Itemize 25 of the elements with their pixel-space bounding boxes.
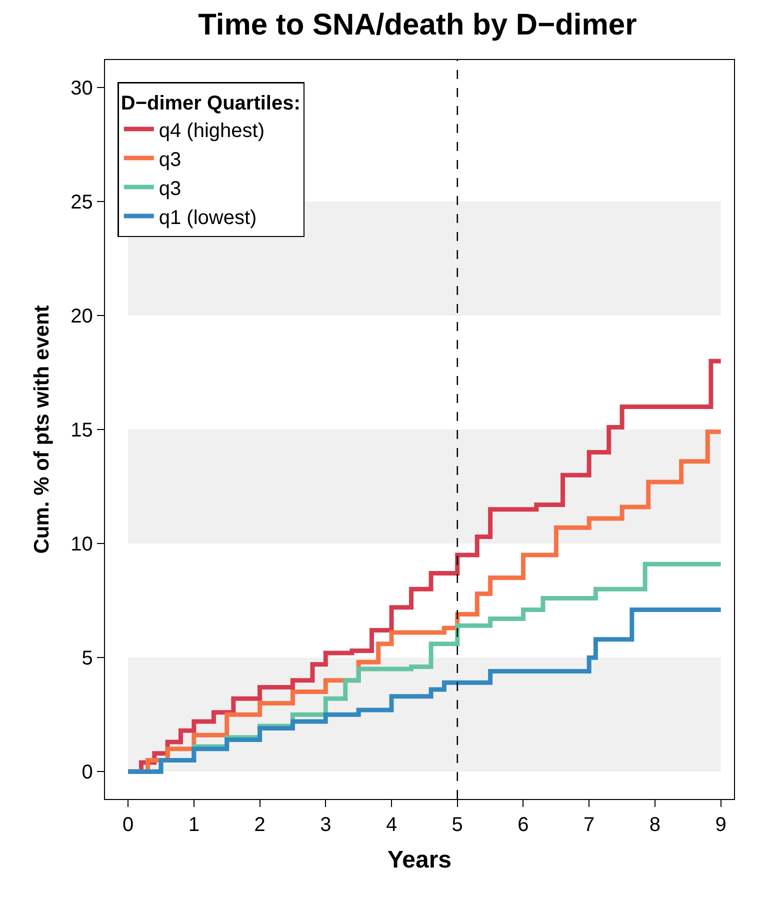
legend-label: q1 (lowest) <box>158 206 257 229</box>
y-tick-label: 15 <box>70 420 93 442</box>
legend-title: D−dimer Quartiles: <box>120 92 300 114</box>
legend-label: q4 (highest) <box>158 120 265 142</box>
x-tick-label: 5 <box>452 814 463 836</box>
x-tick-label: 4 <box>386 814 398 836</box>
y-tick-label: 25 <box>70 191 93 214</box>
y-tick-label: 5 <box>82 648 93 670</box>
x-tick-label: 2 <box>254 814 266 836</box>
x-tick-label: 0 <box>122 814 134 836</box>
x-tick-label: 7 <box>584 814 595 836</box>
y-tick-label: 0 <box>82 762 93 784</box>
y-tick-label: 20 <box>70 305 93 328</box>
y-tick-label: 10 <box>70 534 93 556</box>
x-tick-label: 3 <box>320 814 332 836</box>
x-tick-label: 8 <box>649 814 661 836</box>
chart-title: Time to SNA/death by D−dimer <box>198 8 638 42</box>
x-tick-label: 1 <box>188 814 200 836</box>
x-axis-title: Years <box>387 846 452 874</box>
x-tick-label: 6 <box>518 814 529 836</box>
y-tick-label: 30 <box>70 77 93 100</box>
legend-label: q3 <box>158 148 182 171</box>
x-tick-label: 9 <box>715 814 726 836</box>
y-axis-title: Cum. % of pts with event <box>30 305 54 554</box>
legend-label: q3 <box>158 178 182 200</box>
